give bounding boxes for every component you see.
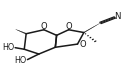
Text: O: O <box>41 22 47 31</box>
Text: HO: HO <box>14 56 27 65</box>
Text: O: O <box>79 40 86 49</box>
Text: N: N <box>115 12 121 21</box>
Text: HO: HO <box>2 43 14 52</box>
Text: O: O <box>65 22 72 31</box>
Polygon shape <box>84 23 100 33</box>
Polygon shape <box>16 29 27 34</box>
